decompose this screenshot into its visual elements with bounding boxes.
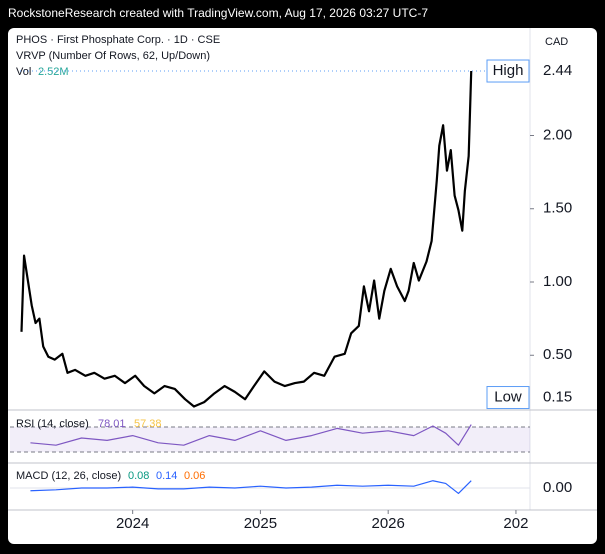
price-line bbox=[20, 70, 473, 408]
volume-value: 2.52M bbox=[38, 66, 69, 78]
low-label: Low bbox=[494, 389, 522, 406]
rsi-ma-value: 57.38 bbox=[134, 418, 162, 430]
macd-title: MACD (12, 26, close) bbox=[16, 470, 121, 482]
header: RockstoneResearch created with TradingVi… bbox=[8, 6, 428, 20]
macd-hist-value: 0.08 bbox=[128, 470, 149, 482]
x-tick-label: 2025 bbox=[244, 515, 277, 532]
signal-value: 0.06 bbox=[184, 470, 205, 482]
rsi-line bbox=[30, 424, 472, 446]
x-tick-label: 202 bbox=[503, 515, 528, 532]
low-value: 0.15 bbox=[543, 389, 572, 406]
volume-label: Vol bbox=[16, 66, 31, 78]
rsi-value: 78.01 bbox=[98, 418, 126, 430]
high-label: High bbox=[493, 62, 524, 79]
macd-line bbox=[30, 480, 472, 495]
symbol-legend: PHOS · First Phosphate Corp. · 1D · CSE bbox=[16, 34, 220, 46]
high-value: 2.44 bbox=[543, 62, 572, 79]
macd-tick-label: 0.00 bbox=[543, 479, 572, 496]
y-tick-label: 0.50 bbox=[543, 346, 572, 363]
y-tick-label: 1.00 bbox=[543, 273, 572, 290]
y-tick-label: 2.00 bbox=[543, 126, 572, 143]
x-tick-label: 2024 bbox=[116, 515, 149, 532]
currency: CAD bbox=[545, 36, 568, 48]
chart-area bbox=[8, 28, 597, 544]
x-tick-label: 2026 bbox=[371, 515, 404, 532]
high-box bbox=[486, 59, 530, 83]
low-box bbox=[486, 386, 530, 410]
y-tick-label: 1.50 bbox=[543, 200, 572, 217]
indicator-legend: VRVP (Number Of Rows, 62, Up/Down) bbox=[16, 50, 210, 62]
rsi-title: RSI (14, close) bbox=[16, 418, 89, 430]
macd-value: 0.14 bbox=[156, 470, 177, 482]
